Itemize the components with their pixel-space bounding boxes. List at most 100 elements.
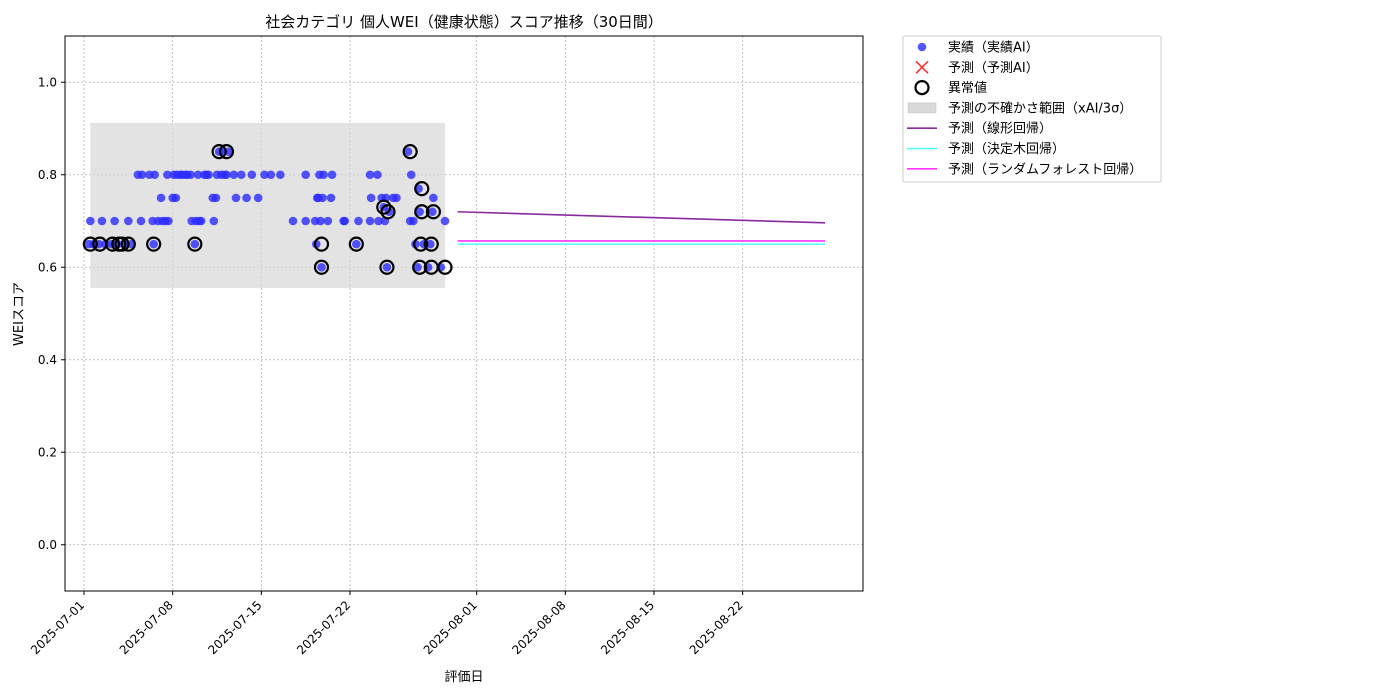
data-point (382, 262, 392, 272)
data-point (110, 216, 119, 226)
plot-frame (64, 35, 864, 592)
data-point (204, 170, 213, 180)
legend-marker-band (907, 102, 937, 114)
legend-marker-forecast (915, 60, 929, 74)
x-tick-label: 2025-07-22 (294, 598, 353, 657)
data-point (354, 216, 363, 226)
data-point (231, 193, 241, 203)
data-point (392, 193, 401, 203)
data-point (316, 216, 325, 226)
data-point (193, 170, 203, 180)
x-tick-label: 2025-07-01 (28, 598, 87, 657)
anomaly-point (104, 236, 121, 252)
legend-label: 異常値 (948, 80, 987, 96)
anomaly-rings-layer (82, 144, 453, 275)
data-point (373, 170, 382, 180)
data-point (288, 216, 298, 226)
data-point (318, 193, 327, 203)
data-point (124, 216, 133, 226)
data-point (266, 170, 276, 180)
anomaly-point (379, 259, 395, 275)
anomaly-point (114, 236, 130, 252)
data-point (440, 216, 450, 226)
data-point (190, 239, 200, 249)
y-tick-label: 0.8 (38, 168, 57, 182)
data-point (327, 170, 337, 180)
forecast-line (457, 210, 826, 224)
anomaly-point (380, 204, 396, 220)
data-point (86, 216, 95, 226)
data-point (247, 170, 257, 180)
y-axis-ticks: 0.0 0.2 0.4 0.6 0.8 1.0 (38, 75, 65, 552)
data-point (317, 262, 326, 272)
anomaly-point (414, 204, 430, 220)
x-tick-label: 2025-08-15 (598, 598, 657, 657)
anomaly-point (146, 236, 162, 252)
data-point (301, 170, 310, 180)
x-tick-label: 2025-08-01 (421, 598, 480, 657)
data-point (196, 216, 206, 226)
data-point (150, 170, 160, 180)
data-point (164, 216, 173, 226)
data-point (211, 193, 221, 203)
data-point (137, 170, 147, 180)
chart-title: 社会カテゴリ 個人WEI（健康状態）スコア推移（30日間） (265, 13, 663, 31)
anomaly-point (437, 259, 453, 275)
forecast-lines-layer (457, 210, 826, 245)
data-point (366, 193, 376, 203)
anomaly-point (187, 236, 203, 252)
data-point (253, 193, 263, 203)
anomaly-point (414, 181, 430, 197)
data-point (229, 170, 239, 180)
legend-label: 予測（線形回帰） (948, 121, 1052, 137)
data-point (409, 216, 418, 226)
legend-marker-anomaly (914, 79, 930, 96)
data-point (411, 239, 420, 249)
data-point (156, 193, 166, 203)
legend-label: 予測（ランダムフォレスト回帰） (948, 161, 1142, 177)
x-tick-label: 2025-08-08 (509, 598, 568, 657)
data-point (319, 170, 328, 180)
legend-label: 予測の不確かさ範囲（xAI/3σ） (948, 100, 1132, 116)
data-point (209, 216, 219, 226)
anomaly-point (82, 236, 98, 252)
data-point (311, 239, 321, 249)
anomaly-point (120, 236, 136, 252)
data-point (352, 239, 361, 249)
x-axis-ticks: 2025-07-01 2025-07-08 2025-07-15 2025-07-22… (28, 591, 746, 657)
data-point (186, 170, 195, 180)
anomaly-point (313, 236, 330, 252)
data-point (224, 147, 233, 156)
legend-label: 予測（決定木回帰） (948, 141, 1065, 157)
y-tick-label: 0.4 (38, 353, 57, 367)
data-point (413, 262, 422, 272)
grid-lines (65, 36, 863, 591)
anomaly-point (218, 144, 235, 160)
legend-marker-actual (917, 42, 927, 52)
data-point (428, 207, 437, 217)
legend-label: 実績（実績AI） (948, 40, 1039, 56)
data-point (365, 170, 375, 180)
x-tick-label: 2025-07-15 (205, 598, 264, 657)
anomaly-point (412, 259, 428, 275)
anomaly-point (313, 259, 330, 275)
anomaly-point (425, 204, 441, 220)
data-point (365, 216, 375, 226)
data-point (301, 216, 310, 226)
anomaly-point (211, 144, 227, 160)
anomaly-point (413, 236, 429, 252)
legend-label: 予測（予測AI） (948, 61, 1039, 76)
y-axis-label: WEIスコア (12, 282, 27, 346)
y-tick-label: 0.6 (38, 260, 57, 274)
data-point (323, 216, 333, 226)
legend-frame (902, 35, 1162, 183)
data-point (222, 170, 231, 180)
anomaly-point (402, 144, 418, 160)
data-point (136, 216, 146, 226)
data-point (276, 170, 285, 180)
x-tick-label: 2025-07-08 (117, 598, 176, 657)
data-point (326, 193, 336, 203)
data-point (260, 170, 269, 180)
